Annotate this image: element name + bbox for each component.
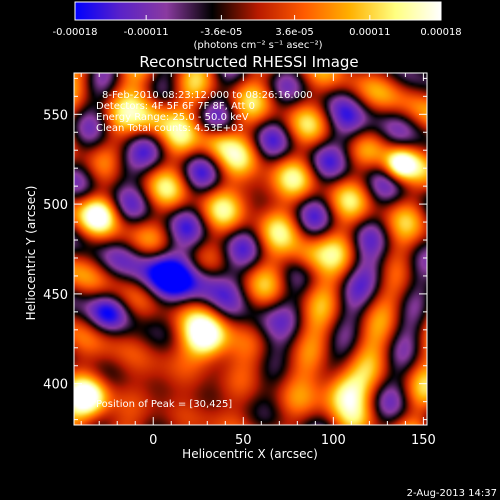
footer-date: 2-Aug-2013 14:37 (407, 488, 497, 499)
colorbar-units: (photons cm⁻² s⁻¹ asec⁻²) (193, 40, 322, 51)
colorbar-tick-label: 0.00011 (349, 27, 390, 38)
peak-position-label: Position of Peak = [30,425] (96, 399, 232, 410)
y-tick-label: 550 (43, 108, 68, 123)
colorbar-tick-label: 0.00018 (420, 27, 461, 38)
y-tick-label: 400 (43, 378, 68, 393)
colorbar-tick-label: 3.6e-05 (275, 27, 313, 38)
y-tick-label: 450 (43, 288, 68, 303)
y-axis-label: Heliocentric Y (arcsec) (24, 186, 38, 321)
colorbar: -0.00018 -0.00011 -3.6e-05 3.6e-05 0.00011 0.… (53, 1, 462, 51)
observation-info-line: Clean Total counts: 4.53E+03 (96, 123, 244, 134)
y-tick-label: 500 (43, 198, 68, 213)
x-tick-label: 50 (235, 433, 252, 448)
plot-area: 0 50 100 150 400 450 500 550 (43, 72, 436, 448)
colorbar-tick-label: -3.6e-05 (200, 27, 242, 38)
colorbar-tick-label: -0.00018 (53, 27, 98, 38)
chart-title: Reconstructed RHESSI Image (139, 53, 358, 71)
x-tick-label: 150 (411, 433, 436, 448)
observation-info-line: Detectors: 4F 5F 6F 7F 8F, Att 0 (96, 101, 255, 112)
x-tick-label: 100 (321, 433, 346, 448)
colorbar-tick-label: -0.00011 (124, 27, 169, 38)
colorbar-ticks: -0.00018 -0.00011 -3.6e-05 3.6e-05 0.00011 0.… (53, 15, 462, 38)
observation-info-line: Energy Range: 25.0 - 50.0 keV (96, 112, 249, 123)
x-tick-label: 0 (149, 433, 157, 448)
colorbar-gradient (74, 1, 442, 21)
x-axis-label: Heliocentric X (arcsec) (182, 447, 318, 461)
observation-info-line: 8-Feb-2010 08:23:12.000 to 08:26:16.000 (102, 90, 313, 101)
plot-frame (73, 72, 428, 426)
heatmap-image (74, 73, 427, 425)
axis-ticks: 0 50 100 150 400 450 500 550 (43, 73, 436, 448)
observation-info: 8-Feb-2010 08:23:12.000 to 08:26:16.000D… (96, 90, 313, 134)
